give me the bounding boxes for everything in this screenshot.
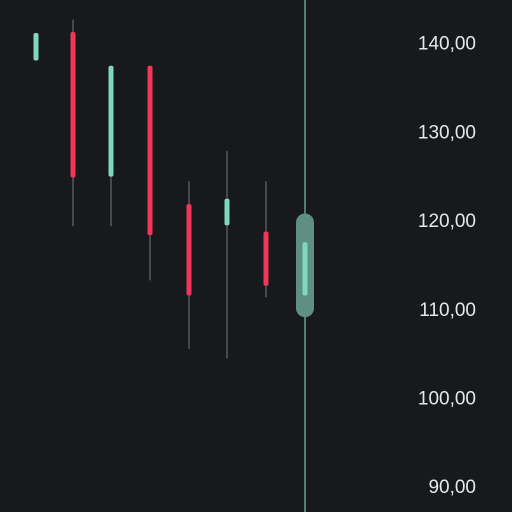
y-tick-label: 140,00 — [418, 34, 476, 55]
y-tick-label: 130,00 — [418, 122, 476, 143]
y-tick-label: 120,00 — [418, 211, 476, 232]
candle-3[interactable] — [108, 65, 114, 227]
candle-body — [224, 198, 230, 226]
candle-body — [263, 231, 269, 286]
price-axis: 140,00 130,00 120,00 110,00 100,00 90,00 — [418, 34, 476, 499]
candle-body — [70, 32, 76, 178]
candle-8[interactable] — [296, 213, 314, 318]
candle-body — [186, 204, 192, 296]
y-tick-label: 90,00 — [428, 477, 476, 498]
candle-2[interactable] — [70, 19, 76, 227]
candles-layer — [33, 19, 314, 359]
candle-4[interactable] — [147, 65, 153, 281]
candle-7[interactable] — [263, 181, 269, 298]
candle-body — [302, 242, 308, 296]
candle-body — [33, 32, 39, 61]
candle-6[interactable] — [224, 150, 230, 359]
candle-1[interactable] — [33, 32, 39, 61]
candle-body — [108, 65, 114, 177]
candle-body — [147, 65, 153, 236]
y-tick-label: 100,00 — [418, 389, 476, 410]
candle-5[interactable] — [186, 181, 192, 349]
y-tick-label: 110,00 — [419, 300, 476, 321]
